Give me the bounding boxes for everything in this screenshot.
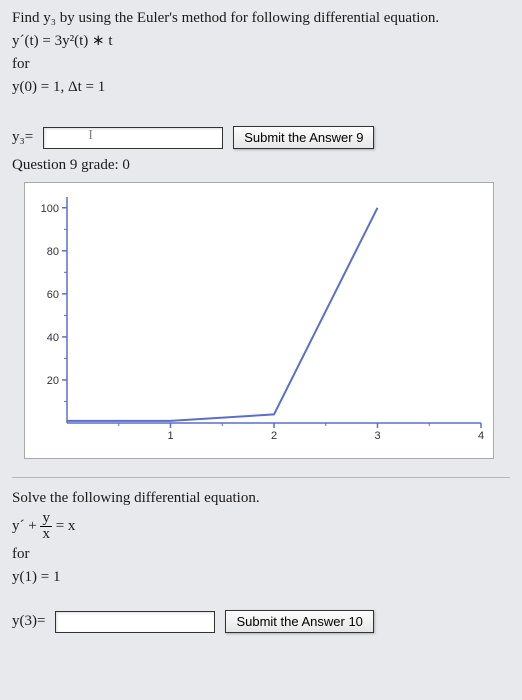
q9-chart: 20 40 60 80 100 1 2 3 4 — [27, 189, 487, 449]
q10-line4: y(1) = 1 — [12, 567, 510, 588]
q9-answer-row: y₃= I Submit the Answer 9 — [12, 126, 510, 149]
svg-text:60: 60 — [47, 289, 59, 301]
svg-text:40: 40 — [47, 332, 59, 344]
q10-answer-row: y(3)= Submit the Answer 10 — [12, 610, 510, 633]
svg-text:80: 80 — [47, 246, 59, 258]
svg-text:3: 3 — [374, 430, 380, 442]
svg-text:1: 1 — [167, 430, 173, 442]
q10-line1: Solve the following differential equatio… — [12, 488, 510, 509]
q9-line1: Find y₃ by using the Euler's method for … — [12, 8, 510, 29]
q9-line3: for — [12, 54, 510, 75]
q10-answer-label: y(3)= — [12, 613, 45, 630]
q10-line3: for — [12, 544, 510, 565]
q9-line4: y(0) = 1, Δt = 1 — [12, 77, 510, 98]
submit-answer-9-button[interactable]: Submit the Answer 9 — [233, 126, 374, 149]
q9-grade: Question 9 grade: 0 — [12, 157, 510, 174]
svg-text:4: 4 — [478, 430, 484, 442]
q10-line2: y´ + yx = x — [12, 511, 510, 542]
svg-text:100: 100 — [41, 203, 59, 215]
divider — [12, 477, 510, 478]
q9-line2: y´(t) = 3y²(t) ∗ t — [12, 31, 510, 52]
svg-text:2: 2 — [271, 430, 277, 442]
q9-chart-container: 20 40 60 80 100 1 2 3 4 — [24, 182, 494, 459]
q10-answer-input[interactable] — [55, 611, 215, 633]
q9-answer-label: y₃= — [12, 129, 33, 146]
text-cursor-icon: I — [88, 128, 93, 143]
q9-answer-input[interactable]: I — [43, 127, 223, 149]
submit-answer-10-button[interactable]: Submit the Answer 10 — [225, 610, 373, 633]
svg-text:20: 20 — [47, 375, 59, 387]
